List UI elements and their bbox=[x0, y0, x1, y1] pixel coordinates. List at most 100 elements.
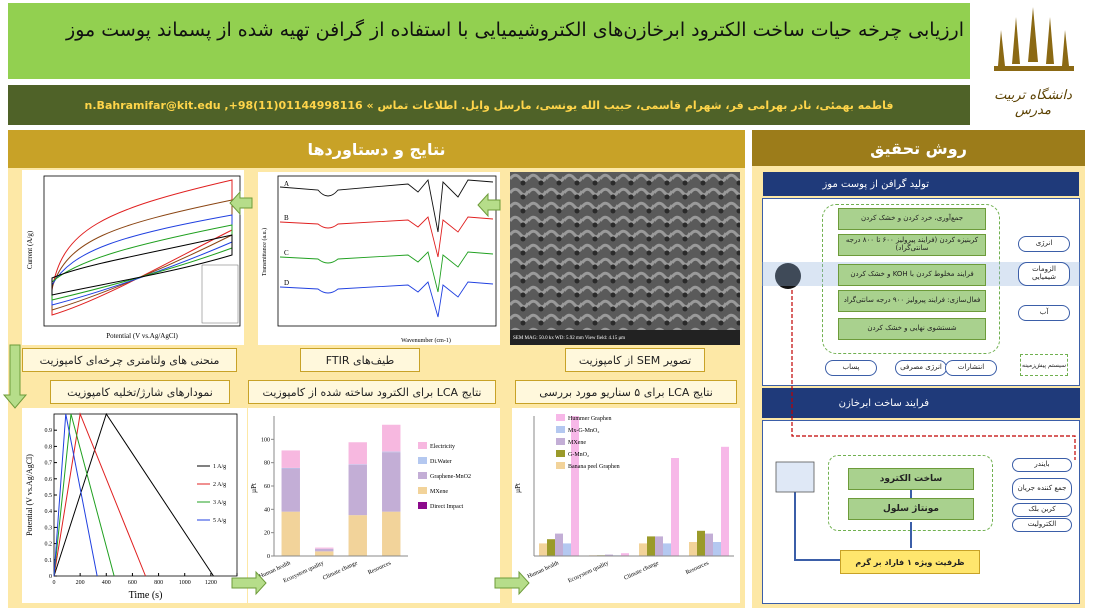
figure-caption: منحنی های ولتامتری چرخه‌ای کامپوزیت bbox=[22, 348, 237, 372]
bar bbox=[655, 536, 663, 556]
x-tick-label: Ecosystem quality bbox=[567, 560, 610, 584]
logo-text: دانشگاه تربیت مدرس bbox=[994, 87, 1072, 118]
y-tick-label: 0.1 bbox=[45, 558, 53, 564]
y-tick-label: 0.4 bbox=[45, 509, 53, 515]
bar bbox=[348, 464, 367, 465]
bar bbox=[315, 547, 334, 549]
bar bbox=[697, 530, 705, 556]
y-tick-label: 20 bbox=[264, 531, 270, 537]
sem-info: SEM MAG: 50.0 kx WD: 5.92 mm View field:… bbox=[513, 336, 625, 341]
legend-swatch bbox=[556, 438, 565, 445]
x-tick-label: Climate change bbox=[623, 560, 660, 581]
bar bbox=[605, 554, 613, 556]
title: ارزیابی چرخه حیات ساخت الکترود ابرخازن‌ه… bbox=[66, 19, 964, 41]
legend-swatch bbox=[418, 502, 427, 509]
bars bbox=[281, 424, 401, 556]
line-series bbox=[53, 412, 214, 577]
x-tick-label: 1400 bbox=[231, 580, 243, 586]
ftir-curve-label: D bbox=[284, 279, 289, 287]
output: پساب bbox=[825, 360, 877, 376]
y-tick-label: 0.5 bbox=[45, 493, 53, 499]
bar bbox=[382, 452, 401, 512]
ftir-figure: Wavenumber (cm-1) Transmittance (a.u.) A… bbox=[258, 172, 500, 345]
x-tick-label: 200 bbox=[76, 580, 85, 586]
bar bbox=[647, 536, 655, 556]
output: انتشارات bbox=[945, 360, 997, 376]
graphene-title: تولید گرافن از پوست موز bbox=[763, 172, 1079, 196]
bar bbox=[281, 450, 300, 468]
y-tick-label: 80 bbox=[264, 461, 270, 467]
process-step: کربنیزه کردن (فرایند پیرولیز ۶۰۰ تا ۸۰۰ … bbox=[838, 234, 986, 256]
bar bbox=[382, 451, 401, 453]
legend-label: Electricity bbox=[430, 444, 455, 450]
bar bbox=[713, 542, 721, 556]
bar bbox=[547, 539, 555, 556]
output: انرژی مصرفی bbox=[895, 360, 947, 376]
bar bbox=[281, 467, 300, 469]
bar bbox=[721, 446, 729, 556]
legend: سیستم پیش‌زمینه bbox=[1020, 354, 1068, 376]
input: انرژی bbox=[1018, 236, 1070, 252]
bar bbox=[382, 511, 401, 556]
legend-swatch bbox=[556, 462, 565, 469]
figure-caption: طیف‌های FTIR bbox=[300, 348, 420, 372]
bar bbox=[571, 416, 579, 556]
cv-figure: Potential (V vs.Ag/AgCl) Current (A/g) bbox=[22, 170, 244, 345]
banana-icon bbox=[775, 263, 801, 289]
input: بایندر bbox=[1012, 458, 1072, 472]
line-series bbox=[53, 412, 146, 577]
legend-swatch bbox=[556, 450, 565, 457]
process-step: فرایند مخلوط کردن با KOH و خشک کردن bbox=[838, 264, 986, 286]
y-axis-label: Potential (V vs.Ag/AgCl) bbox=[25, 454, 34, 536]
cv-x-label: Potential (V vs.Ag/AgCl) bbox=[106, 332, 178, 340]
bar bbox=[663, 543, 671, 556]
title-bar bbox=[8, 3, 970, 79]
input: الزومات شیمیایی bbox=[1018, 262, 1070, 286]
legend-swatch bbox=[418, 472, 427, 479]
x-tick-label: Resources bbox=[685, 560, 710, 576]
x-tick-label: 1000 bbox=[179, 580, 191, 586]
bar bbox=[315, 551, 334, 556]
bar bbox=[689, 542, 697, 556]
legend-label: G-MnO₂ bbox=[568, 452, 589, 458]
ftir-curve-label: C bbox=[284, 249, 289, 257]
x-axis-label: Time (s) bbox=[129, 590, 163, 601]
legend-label: MXene bbox=[430, 489, 448, 495]
legend-swatch bbox=[418, 457, 427, 464]
bar bbox=[539, 543, 547, 556]
figure-caption: تصویر SEM از کامپوزیت bbox=[565, 348, 705, 372]
bar bbox=[705, 533, 713, 556]
ftir-curve-label: B bbox=[284, 214, 289, 222]
legend-swatch bbox=[418, 442, 427, 449]
bar bbox=[671, 458, 679, 556]
bar bbox=[621, 553, 629, 556]
input: الکترولیت bbox=[1012, 518, 1072, 532]
legend-swatch bbox=[556, 414, 565, 421]
bar bbox=[315, 549, 334, 552]
figure-caption: نتایج LCA برای الکترود ساخته شده از کامپ… bbox=[248, 380, 496, 404]
y-tick-label: 0 bbox=[267, 554, 270, 560]
author-bar bbox=[8, 85, 970, 125]
x-tick-label: 600 bbox=[128, 580, 137, 586]
y-tick-label: 100 bbox=[261, 437, 270, 443]
figure-caption: نتایج LCA برای ۵ سناریو مورد بررسی bbox=[515, 380, 737, 404]
logo bbox=[994, 7, 1074, 71]
y-tick-label: 0.9 bbox=[45, 428, 53, 434]
y-tick-label: 0.8 bbox=[45, 444, 53, 450]
gcd-chart: 0 200 400 600 800 1000 1200 1400 0 0.1 0.2 0.3 0.4 0.… bbox=[22, 408, 247, 603]
legend-label: Direct Impact bbox=[430, 504, 463, 510]
y-tick-label: 0 bbox=[49, 574, 52, 580]
x-tick-label: 800 bbox=[154, 580, 163, 586]
bar bbox=[281, 468, 300, 512]
sem-image: SEM MAG: 50.0 kx WD: 5.92 mm View field:… bbox=[510, 172, 740, 345]
bar bbox=[281, 511, 300, 556]
legend-label: 5 A/g bbox=[213, 518, 226, 524]
y-axis-label: µPt bbox=[250, 483, 258, 493]
y-tick-label: 0.6 bbox=[45, 477, 53, 483]
legend-label: Hummer Graphen bbox=[568, 416, 612, 422]
results-heading: نتایج و دستاوردها bbox=[8, 130, 745, 168]
process-step: مونتاژ سلول bbox=[848, 498, 974, 520]
legend-label: Mx-G-MnO₂ bbox=[568, 428, 599, 434]
cv-y-label: Current (A/g) bbox=[26, 230, 34, 269]
